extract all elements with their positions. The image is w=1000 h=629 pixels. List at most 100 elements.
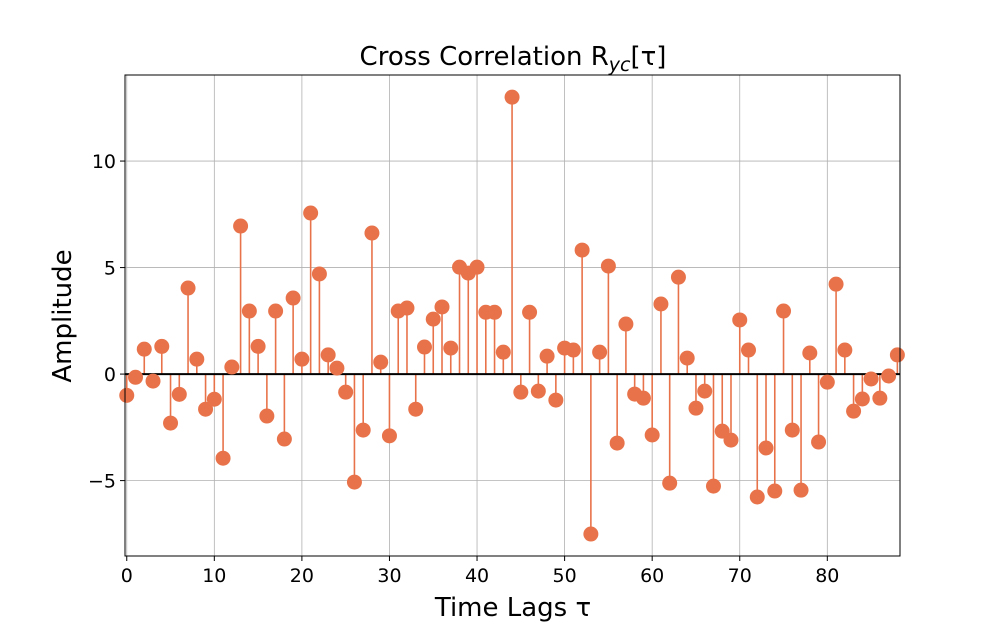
stem-marker xyxy=(530,383,546,399)
stem-marker xyxy=(434,299,450,315)
stem-marker xyxy=(495,344,511,360)
chart-title: Cross Correlation Ryc[τ] xyxy=(360,42,667,76)
x-tick-label: 20 xyxy=(290,565,314,587)
stem-marker xyxy=(119,387,135,403)
y-tick-label: 5 xyxy=(104,258,116,280)
stem-marker xyxy=(522,304,538,320)
stem-marker xyxy=(416,339,432,355)
stem-marker xyxy=(504,89,520,105)
plot-frame xyxy=(124,74,901,557)
ticks: 0 10 20 30 40 50 60 70 80 −5 0 5 10 xyxy=(88,151,839,587)
x-tick-label: 70 xyxy=(728,565,752,587)
stem-marker xyxy=(784,422,800,438)
stem-marker xyxy=(846,403,862,419)
stem-marker xyxy=(723,432,739,448)
stem-marker xyxy=(863,371,879,387)
stem-marker xyxy=(854,391,870,407)
stem-marker xyxy=(303,205,319,221)
stem-marker xyxy=(346,474,362,490)
x-tick-label: 40 xyxy=(465,565,489,587)
stem-marker xyxy=(802,345,818,361)
stem-marker xyxy=(198,401,214,417)
stem-marker xyxy=(732,312,748,328)
stem-marker xyxy=(644,427,660,443)
stem-marker xyxy=(180,280,196,296)
stem-marker xyxy=(767,483,783,499)
stem-marker xyxy=(320,347,336,363)
stem-marker xyxy=(609,435,625,451)
stem-marker xyxy=(154,338,170,354)
stem-marker xyxy=(539,348,555,364)
stem-marker xyxy=(548,392,564,408)
stem-marker xyxy=(828,276,844,292)
stem-marker xyxy=(600,258,616,274)
stem-marker xyxy=(487,304,503,320)
stem-marker xyxy=(268,303,284,319)
stem-marker xyxy=(443,340,459,356)
stem-marker xyxy=(688,400,704,416)
y-tick-label: 10 xyxy=(92,151,116,173)
stem-marker xyxy=(705,478,721,494)
stem-marker xyxy=(355,422,371,438)
stem-marker xyxy=(373,354,389,370)
stem-marker xyxy=(811,434,827,450)
x-tick-label: 10 xyxy=(202,565,226,587)
stem-marker xyxy=(670,269,686,285)
y-tick-label: −5 xyxy=(88,471,116,493)
stem-marker xyxy=(819,374,835,390)
stem-marker xyxy=(241,303,257,319)
stem-marker xyxy=(408,401,424,417)
stem-marker xyxy=(697,383,713,399)
stem-marker xyxy=(163,415,179,431)
stem-marker xyxy=(189,351,205,367)
x-tick-label: 50 xyxy=(553,565,577,587)
stem-marker xyxy=(635,390,651,406)
stem-marker xyxy=(145,373,161,389)
stem-marker xyxy=(592,344,608,360)
stem-marker xyxy=(574,242,590,258)
stem-marker xyxy=(889,347,905,363)
stem-marker xyxy=(793,482,809,498)
stem-marker xyxy=(837,342,853,358)
stem-marker xyxy=(285,290,301,306)
stem-marker xyxy=(329,360,345,376)
stem-marker xyxy=(250,338,266,354)
stem-marker xyxy=(425,311,441,327)
stem-marker xyxy=(758,440,774,456)
stem-marker xyxy=(171,386,187,402)
stem-marker xyxy=(662,475,678,491)
stem-marker xyxy=(128,369,144,385)
stem-marker xyxy=(881,368,897,384)
stem-marker xyxy=(565,342,581,358)
stem-marker xyxy=(215,450,231,466)
x-tick-label: 60 xyxy=(640,565,664,587)
x-tick-label: 0 xyxy=(121,565,133,587)
stem-marker xyxy=(679,350,695,366)
stem-marker xyxy=(136,341,152,357)
stem-marker xyxy=(653,296,669,312)
stem-marker xyxy=(776,303,792,319)
stem-marker xyxy=(513,384,529,400)
stem-marker xyxy=(618,316,634,332)
x-tick-label: 30 xyxy=(377,565,401,587)
stem-marker xyxy=(294,351,310,367)
stem-marker xyxy=(381,428,397,444)
stem-marker xyxy=(233,218,249,234)
stem-marker xyxy=(399,300,415,316)
stem-marker xyxy=(364,225,380,241)
stems xyxy=(119,89,905,542)
stem-marker xyxy=(741,342,757,358)
stem-marker xyxy=(206,391,222,407)
stem-marker xyxy=(749,489,765,505)
x-tick-label: 80 xyxy=(815,565,839,587)
stem-marker xyxy=(259,408,275,424)
stem-marker xyxy=(872,390,888,406)
stem-marker xyxy=(338,384,354,400)
stem-marker xyxy=(469,259,485,275)
stem-marker xyxy=(311,266,327,282)
stem-marker xyxy=(276,431,292,447)
stem-marker xyxy=(583,526,599,542)
y-axis-label: Amplitude xyxy=(48,249,78,382)
y-tick-label: 0 xyxy=(104,364,116,386)
